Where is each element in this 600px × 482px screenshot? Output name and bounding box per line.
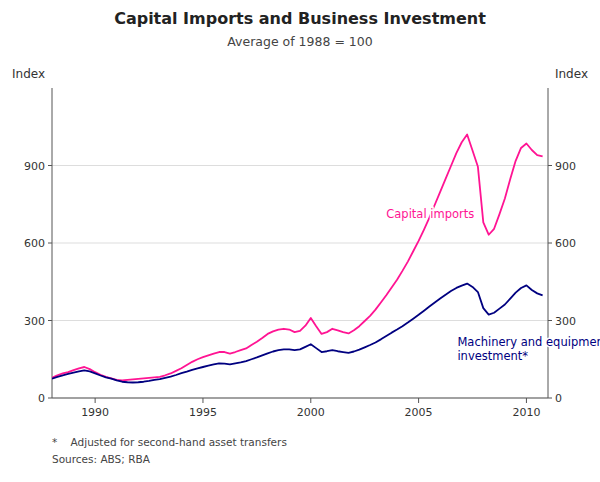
x-tick-label: 2000 bbox=[297, 406, 325, 419]
y2-tick-label: 600 bbox=[555, 237, 576, 250]
footnote: * Adjusted for second-hand asset transfe… bbox=[52, 436, 287, 448]
annotation: Machinery and equipmentinvestment* bbox=[457, 335, 600, 363]
y2-axis-label: Index bbox=[555, 67, 588, 81]
grid-line bbox=[52, 243, 548, 244]
grid-line bbox=[52, 320, 548, 321]
y2-tick-label: 300 bbox=[555, 315, 576, 328]
subtitle: Average of 1988 = 100 bbox=[227, 34, 372, 49]
footnote: Sources: ABS; RBA bbox=[52, 453, 151, 465]
y2-tick bbox=[548, 165, 552, 166]
annotations: Capital imports Machinery and equipmentin… bbox=[386, 207, 600, 363]
chart: Capital Imports and Business Investment A… bbox=[0, 0, 600, 482]
annotation-line: Machinery and equipment bbox=[457, 335, 600, 349]
x-tick-label: 1995 bbox=[189, 406, 217, 419]
x-tick-label: 2010 bbox=[512, 406, 540, 419]
y-tick bbox=[48, 243, 52, 244]
annotation-line: Capital imports bbox=[386, 207, 474, 221]
grid-line bbox=[52, 165, 548, 166]
y-tick bbox=[48, 320, 52, 321]
x-tick-label: 2005 bbox=[405, 406, 433, 419]
annotation-line: investment* bbox=[457, 349, 528, 363]
x-tick bbox=[95, 398, 96, 403]
y-tick-label: 0 bbox=[38, 392, 45, 405]
axes: 0 300 600 900 0 300 600 900 1990 1995 2000 2005 2010 bbox=[24, 88, 576, 419]
grid-line bbox=[52, 398, 548, 399]
x-tick-label: 1990 bbox=[81, 406, 109, 419]
y-tick-label: 600 bbox=[24, 237, 45, 250]
y-tick bbox=[48, 398, 52, 399]
x-axis-line bbox=[52, 398, 548, 399]
title: Capital Imports and Business Investment bbox=[114, 9, 486, 28]
y-tick-label: 900 bbox=[24, 160, 45, 173]
y-tick bbox=[48, 165, 52, 166]
notes: * Adjusted for second-hand asset transfe… bbox=[52, 436, 287, 465]
y2-tick bbox=[548, 320, 552, 321]
annotation: Capital imports bbox=[386, 207, 474, 221]
y-tick-label: 300 bbox=[24, 315, 45, 328]
x-tick bbox=[202, 398, 203, 403]
x-tick bbox=[526, 398, 527, 403]
y2-tick bbox=[548, 243, 552, 244]
y2-tick bbox=[548, 398, 552, 399]
y2-tick-label: 900 bbox=[555, 160, 576, 173]
grid bbox=[52, 166, 548, 399]
y2-tick-label: 0 bbox=[555, 392, 562, 405]
x-tick bbox=[310, 398, 311, 403]
series-line bbox=[52, 284, 543, 383]
y-axis-label: Index bbox=[12, 67, 45, 81]
x-tick bbox=[418, 398, 419, 403]
